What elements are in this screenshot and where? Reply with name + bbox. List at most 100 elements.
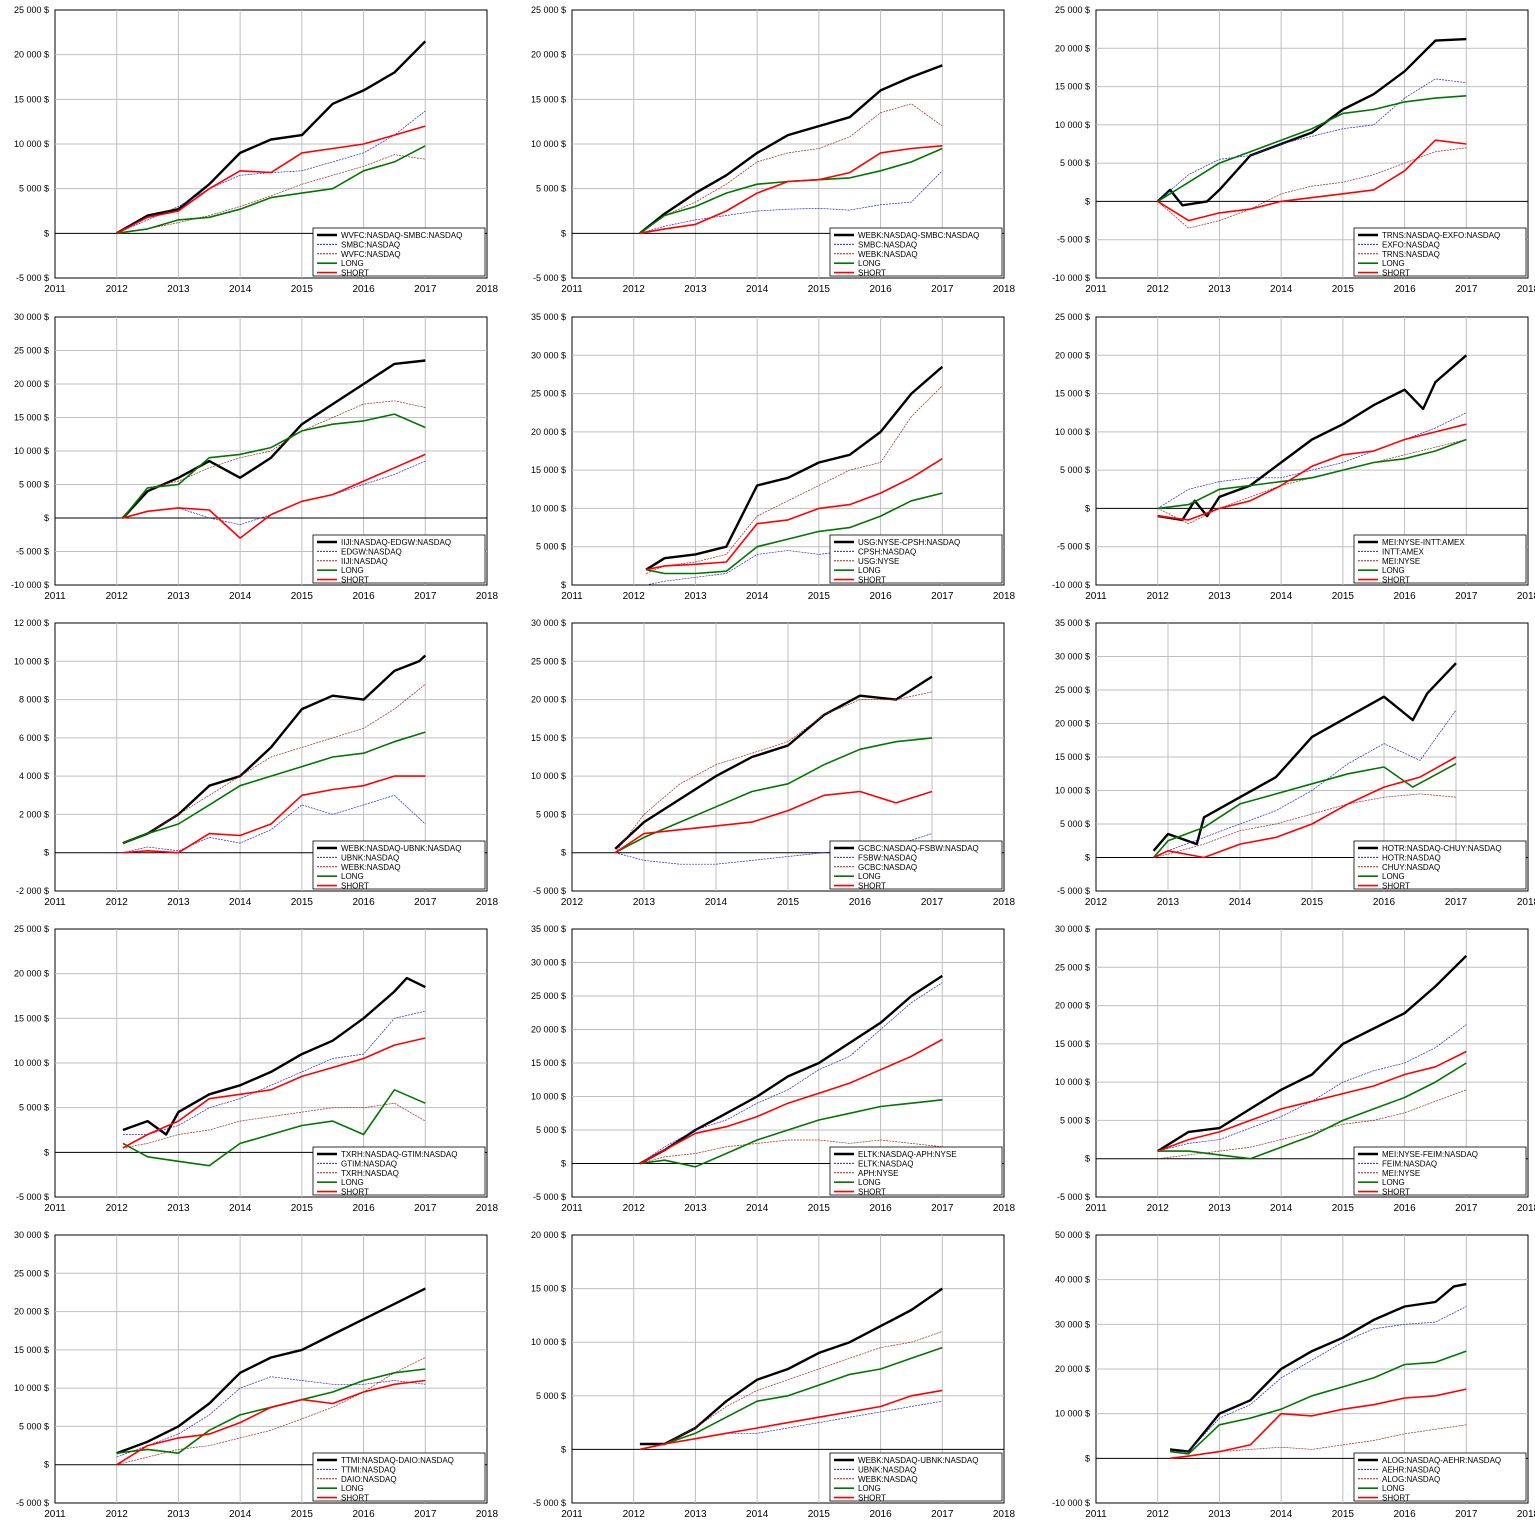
y-tick-label: 10 000 $ <box>1055 120 1090 130</box>
y-tick-label: 4 000 $ <box>19 771 49 781</box>
chart-panel: 2012 2013 2014 2015 2016 2017 2018 -5 000 $ $5 0… <box>531 618 1016 908</box>
y-tick-label: 10 000 $ <box>14 446 49 456</box>
y-tick-label: 5 000 $ <box>19 184 49 194</box>
series-line-short <box>122 1037 426 1149</box>
series-line-ttmi-nasdaq <box>116 1376 426 1458</box>
y-tick-label: 30 000 $ <box>531 958 566 968</box>
legend-label: SHORT <box>341 269 369 278</box>
y-tick-label: 25 000 $ <box>531 991 566 1001</box>
legend-label: LONG <box>858 1178 881 1187</box>
y-tick-label: 10 000 $ <box>1055 427 1090 437</box>
x-tick-label: 2014 <box>229 284 252 295</box>
y-tick-label: 10 000 $ <box>531 503 566 513</box>
legend: WEBK:NASDAQ-SMBC:NASDAQSMBC:NASDAQWEBK:N… <box>829 227 1003 278</box>
x-tick-label: 2015 <box>1301 897 1324 908</box>
series-line-long <box>639 1346 943 1451</box>
legend-label: TXRH:NASDAQ <box>341 1169 399 1178</box>
series-line-long <box>614 737 933 854</box>
y-tick-label: 15 000 $ <box>531 465 566 475</box>
y-tick-label: 30 000 $ <box>531 350 566 360</box>
legend-label: DAIO:NASDAQ <box>341 1475 397 1484</box>
x-tick-label: 2013 <box>167 1203 190 1214</box>
x-tick-label: 2018 <box>1517 284 1535 295</box>
plot-area <box>571 316 1005 586</box>
legend-box <box>829 840 1003 890</box>
y-tick-label: 2 000 $ <box>19 809 49 819</box>
legend-label: SMBC:NASDAQ <box>858 240 917 249</box>
legend-label: WEBK:NASDAQ <box>858 1475 918 1484</box>
y-tick-label: 15 000 $ <box>1055 82 1090 92</box>
x-tick-label: 2014 <box>1270 1509 1293 1520</box>
legend-label: GCBC:NASDAQ-FSBW:NASDAQ <box>858 844 979 853</box>
legend-label: EXFO:NASDAQ <box>1382 240 1440 249</box>
legend-label: SHORT <box>858 882 886 891</box>
x-tick-label: 2016 <box>869 1509 892 1520</box>
x-tick-label: 2014 <box>1270 591 1293 602</box>
y-tick-label: $ <box>44 1460 49 1470</box>
y-tick-label: -10 000 $ <box>1052 580 1090 590</box>
x-tick-label: 2016 <box>1393 591 1416 602</box>
x-tick-label: 2018 <box>476 591 499 602</box>
legend-label: MEI:NYSE <box>1382 557 1420 566</box>
x-tick-label: 2016 <box>352 284 375 295</box>
legend-box <box>312 1146 486 1196</box>
x-tick-label: 2013 <box>1157 897 1180 908</box>
x-tick-label: 2018 <box>993 591 1016 602</box>
y-tick-label: 15 000 $ <box>14 1013 49 1023</box>
series-line-long <box>122 731 426 844</box>
y-tick-label: $ <box>1085 1154 1090 1164</box>
y-tick-label: -5 000 $ <box>16 1498 49 1508</box>
x-tick-label: 2011 <box>1085 591 1107 602</box>
y-tick-label: 25 000 $ <box>14 346 49 356</box>
x-tick-label: 2011 <box>1085 1203 1107 1214</box>
x-tick-label: 2014 <box>1270 284 1293 295</box>
legend-label: SMBC:NASDAQ <box>341 240 400 249</box>
chart-panel: 2011 2012 2013 2014 2015 2016 2017 2018 -10 000 … <box>1052 1230 1535 1520</box>
legend-label: FEIM:NASDAQ <box>1382 1159 1437 1168</box>
series-line-smbc-nasdaq <box>639 170 943 234</box>
x-tick-label: 2018 <box>1517 1203 1535 1214</box>
y-tick-label: 20 000 $ <box>1055 1001 1090 1011</box>
legend-label: IIJI:NASDAQ <box>341 557 388 566</box>
x-tick-label: 2017 <box>931 591 954 602</box>
x-tick-label: 2017 <box>414 1509 437 1520</box>
series-line-short <box>1157 423 1467 521</box>
series-line-txrh-nasdaq <box>122 1102 426 1149</box>
x-tick-label: 2016 <box>849 897 872 908</box>
chart-panel: 2012 2013 2014 2015 2016 2017 2018 -5 000 $ $5 0… <box>1055 618 1535 908</box>
x-tick-label: 2014 <box>1229 897 1252 908</box>
y-tick-label: 5 000 $ <box>19 480 49 490</box>
x-tick-label: 2016 <box>1393 1509 1416 1520</box>
chart-panel: 2011 2012 2013 2014 2015 2016 2017 2018 -5 000 $… <box>1055 924 1535 1214</box>
x-tick-label: 2011 <box>1085 284 1107 295</box>
legend-label: LONG <box>341 872 364 881</box>
y-tick-label: 5 000 $ <box>1060 1115 1090 1125</box>
y-tick-label: $ <box>561 848 566 858</box>
legend-label: ELTK:NASDAQ-APH:NYSE <box>858 1150 957 1159</box>
y-tick-label: 30 000 $ <box>531 618 566 628</box>
y-tick-label: -10 000 $ <box>1052 273 1090 283</box>
series-line-short <box>1153 756 1457 859</box>
y-tick-label: 15 000 $ <box>14 413 49 423</box>
series-line-short <box>639 1038 943 1165</box>
x-tick-label: 2012 <box>106 284 129 295</box>
series-line-webk-nasdaq <box>639 103 943 234</box>
x-tick-label: 2016 <box>1393 284 1416 295</box>
legend: GCBC:NASDAQ-FSBW:NASDAQFSBW:NASDAQGCBC:N… <box>829 840 1003 891</box>
x-tick-label: 2014 <box>746 284 769 295</box>
chart-panel: 2011 2012 2013 2014 2015 2016 2017 2018 -5 000 $… <box>531 1230 1016 1520</box>
y-tick-label: 25 000 $ <box>1055 312 1090 322</box>
x-tick-label: 2011 <box>561 1203 583 1214</box>
legend-label: CHUY:NASDAQ <box>1382 863 1440 872</box>
legend-label: LONG <box>1382 1484 1405 1493</box>
legend-label: GTIM:NASDAQ <box>341 1159 397 1168</box>
x-tick-label: 2015 <box>808 1203 831 1214</box>
series-line-short <box>639 145 943 235</box>
legend: WVFC:NASDAQ-SMBC:NASDAQSMBC:NASDAQWVFC:N… <box>312 227 486 278</box>
chart-panel: 2011 2012 2013 2014 2015 2016 2017 2018 -5 000 $… <box>14 1230 499 1520</box>
x-tick-label: 2018 <box>1517 897 1535 908</box>
legend-label: SHORT <box>1382 269 1410 278</box>
legend-label: MEI:NYSE-FEIM:NASDAQ <box>1382 1150 1478 1159</box>
x-tick-label: 2018 <box>476 1509 499 1520</box>
legend-label: LONG <box>858 566 881 575</box>
